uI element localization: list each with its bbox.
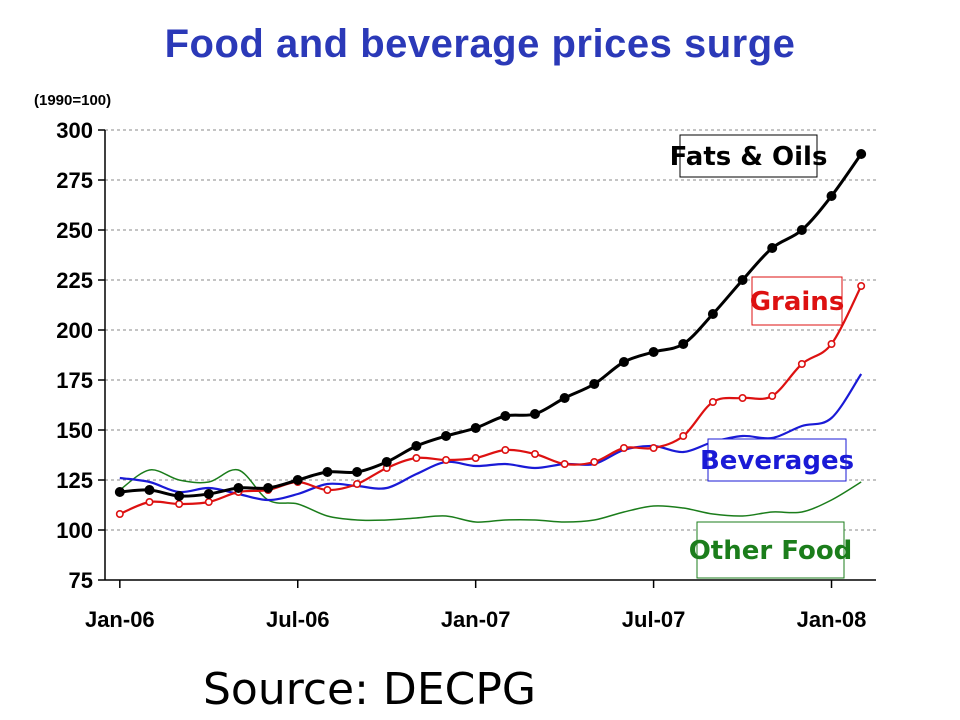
data-point-grains xyxy=(175,499,184,508)
y-tick-label: 225 xyxy=(56,268,93,293)
data-point-fats-oils xyxy=(826,191,837,201)
data-point-grains xyxy=(590,457,599,466)
y-tick-label: 150 xyxy=(56,418,93,443)
data-point-fats-oils xyxy=(441,431,452,441)
data-point-grains xyxy=(797,359,806,368)
x-tick-label: Jan-08 xyxy=(797,607,867,632)
data-point-fats-oils xyxy=(856,149,867,159)
data-point-fats-oils xyxy=(263,483,274,493)
y-tick-label: 250 xyxy=(56,218,93,243)
y-tick-label: 75 xyxy=(69,568,93,593)
data-point-grains xyxy=(204,497,213,506)
legend-box xyxy=(707,438,847,482)
x-tick-label: Jul-07 xyxy=(622,607,686,632)
data-point-grains xyxy=(353,479,362,488)
series-markers xyxy=(114,149,867,518)
line-chart: 75 100 125 150 175 200 225 250 275 300 Jan-06 Jul-… xyxy=(56,118,876,632)
y-tick-label: 175 xyxy=(56,368,93,393)
data-point-fats-oils xyxy=(470,423,481,433)
data-point-fats-oils xyxy=(618,357,629,367)
x-tick-label: Jan-07 xyxy=(441,607,511,632)
data-point-grains xyxy=(442,455,451,464)
data-point-fats-oils xyxy=(767,243,778,253)
data-point-fats-oils xyxy=(737,275,748,285)
x-tick-label: Jan-06 xyxy=(85,607,155,632)
data-point-grains xyxy=(708,397,717,406)
data-point-fats-oils xyxy=(411,441,422,451)
data-point-grains xyxy=(649,443,658,452)
data-point-fats-oils xyxy=(796,225,807,235)
legend-box xyxy=(751,276,843,326)
x-tick-label: Jul-06 xyxy=(266,607,330,632)
data-point-fats-oils xyxy=(589,379,600,389)
legend-label: Beverages xyxy=(700,446,854,476)
data-point-grains xyxy=(738,393,747,402)
data-point-fats-oils xyxy=(500,411,511,421)
data-point-fats-oils xyxy=(292,475,303,485)
chart-title: Food and beverage prices surge xyxy=(164,22,796,66)
data-point-fats-oils xyxy=(352,467,363,477)
data-point-grains xyxy=(768,391,777,400)
data-point-fats-oils xyxy=(529,409,540,419)
data-point-fats-oils xyxy=(174,491,185,501)
data-point-fats-oils xyxy=(559,393,570,403)
data-point-fats-oils xyxy=(648,347,659,357)
source-label: Source: DECPG xyxy=(203,664,536,715)
data-point-grains xyxy=(471,453,480,462)
series-line-other-food xyxy=(119,468,862,523)
y-axis-ticks: 75 100 125 150 175 200 225 250 275 300 xyxy=(56,118,93,593)
legend-entry: Grains xyxy=(750,276,845,326)
data-point-grains xyxy=(857,281,866,290)
legend-label: Other Food xyxy=(689,536,853,566)
data-point-grains xyxy=(145,497,154,506)
data-point-fats-oils xyxy=(381,457,392,467)
x-axis-ticks: Jan-06 Jul-06 Jan-07 Jul-07 Jan-08 xyxy=(85,607,866,632)
y-tick-label: 300 xyxy=(56,118,93,143)
data-point-grains xyxy=(530,449,539,458)
data-point-grains xyxy=(115,509,124,518)
data-point-fats-oils xyxy=(678,339,689,349)
legend-label: Grains xyxy=(750,287,845,317)
y-tick-label: 275 xyxy=(56,168,93,193)
legend-entry: Fats & Oils xyxy=(670,134,828,178)
data-point-grains xyxy=(827,339,836,348)
data-point-fats-oils xyxy=(322,467,333,477)
legend-entry: Beverages xyxy=(700,438,854,482)
data-point-fats-oils xyxy=(114,487,125,497)
legend-entry: Other Food xyxy=(689,521,853,579)
data-point-grains xyxy=(679,431,688,440)
data-point-grains xyxy=(412,453,421,462)
legend: Fats & Oils Grains Beverages Other Food xyxy=(670,134,854,579)
data-point-fats-oils xyxy=(707,309,718,319)
y-tick-label: 100 xyxy=(56,518,93,543)
data-point-fats-oils xyxy=(144,485,155,495)
y-tick-label: 200 xyxy=(56,318,93,343)
data-point-grains xyxy=(501,445,510,454)
data-point-grains xyxy=(619,443,628,452)
data-point-grains xyxy=(323,485,332,494)
legend-label: Fats & Oils xyxy=(670,142,828,172)
data-point-fats-oils xyxy=(203,489,214,499)
legend-box xyxy=(696,521,845,579)
y-tick-label: 125 xyxy=(56,468,93,493)
data-point-fats-oils xyxy=(233,483,244,493)
y-unit-label: (1990=100) xyxy=(34,92,112,109)
data-point-grains xyxy=(560,459,569,468)
legend-box xyxy=(679,134,818,178)
axes xyxy=(98,129,876,588)
